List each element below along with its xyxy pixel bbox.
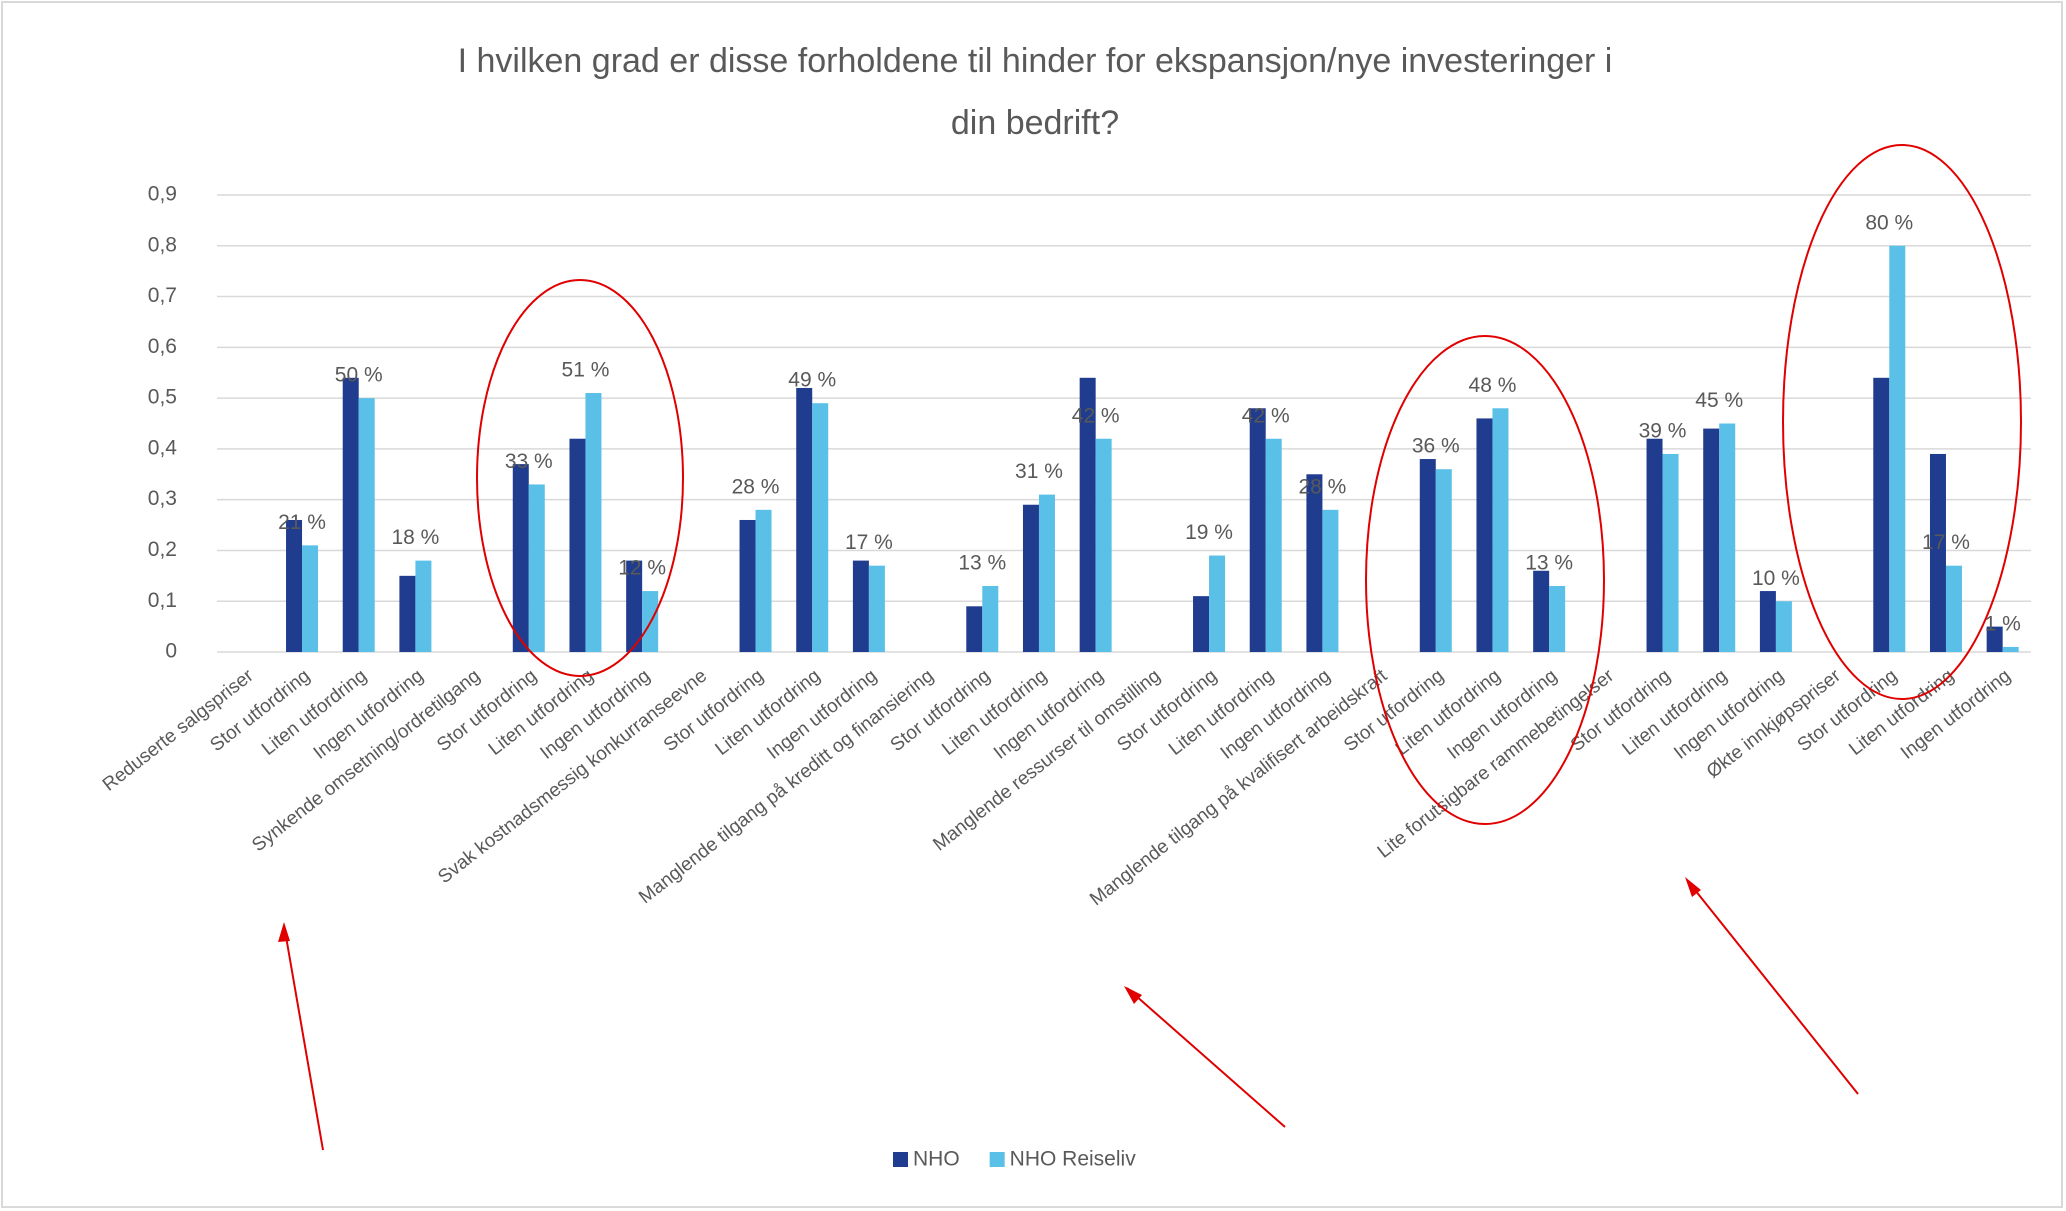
chart-title-line2: din bedrift? xyxy=(951,104,1119,142)
bar xyxy=(982,585,999,652)
legend-label: NHO xyxy=(913,1148,960,1171)
arrow-head xyxy=(278,922,290,942)
data-label: 80 % xyxy=(1865,211,1913,234)
arrow xyxy=(1686,879,1859,1095)
bar xyxy=(1929,453,1946,652)
bar xyxy=(512,464,529,652)
data-label: 17 % xyxy=(845,531,893,554)
data-label: 1 % xyxy=(1985,612,2021,635)
bar xyxy=(1873,377,1890,652)
bar xyxy=(1646,438,1663,652)
bar xyxy=(1476,418,1493,652)
arrow xyxy=(1126,987,1286,1128)
bar xyxy=(1095,438,1112,652)
data-label: 13 % xyxy=(958,552,1006,575)
bar xyxy=(358,398,375,652)
bar xyxy=(812,403,829,652)
legend-label: NHO Reiseliv xyxy=(1010,1148,1137,1171)
data-label: 42 % xyxy=(1072,404,1120,427)
highlight-ellipse xyxy=(1782,144,2022,700)
bar xyxy=(1419,459,1436,652)
bar xyxy=(342,377,359,652)
bar xyxy=(2002,646,2019,652)
bar xyxy=(1249,408,1266,652)
data-label: 45 % xyxy=(1695,389,1743,412)
data-label: 39 % xyxy=(1639,420,1687,443)
bar xyxy=(1492,408,1509,652)
bar xyxy=(868,565,885,652)
y-tick-label: 0,2 xyxy=(148,538,177,561)
bar xyxy=(1945,565,1962,652)
data-label: 28 % xyxy=(732,475,780,498)
bar xyxy=(1209,555,1226,652)
bar xyxy=(1662,453,1679,652)
y-tick-label: 0,4 xyxy=(148,436,178,459)
highlight-ellipse xyxy=(476,279,684,677)
bar xyxy=(739,519,756,652)
data-label: 19 % xyxy=(1185,521,1233,544)
y-tick-label: 0,6 xyxy=(148,335,177,358)
legend-swatch xyxy=(989,1152,1005,1167)
data-label: 33 % xyxy=(505,450,553,473)
bar xyxy=(1022,504,1039,652)
bar xyxy=(1322,509,1339,652)
bar xyxy=(1435,469,1452,652)
bar xyxy=(1193,596,1210,652)
bar xyxy=(286,519,303,652)
bar xyxy=(1079,377,1096,652)
chart-title: I hvilken grad er disse forholdene til h… xyxy=(458,42,1613,80)
data-label: 36 % xyxy=(1412,435,1460,458)
data-label: 10 % xyxy=(1752,567,1800,590)
bar xyxy=(755,509,772,652)
y-tick-label: 0,3 xyxy=(148,487,177,510)
y-tick-label: 0,7 xyxy=(148,284,177,307)
bar xyxy=(796,387,813,652)
data-label: 13 % xyxy=(1525,552,1573,575)
y-tick-label: 0,9 xyxy=(148,183,177,206)
y-tick-label: 0,5 xyxy=(148,386,177,409)
data-label: 21 % xyxy=(278,511,326,534)
bar xyxy=(1703,428,1720,652)
data-label: 48 % xyxy=(1469,374,1517,397)
data-label: 31 % xyxy=(1015,460,1063,483)
legend-swatch xyxy=(893,1152,908,1167)
bar xyxy=(399,575,416,652)
bar xyxy=(966,606,983,652)
bar xyxy=(626,560,643,652)
arrow-head xyxy=(1685,877,1701,897)
y-tick-label: 0,8 xyxy=(148,233,177,256)
bar xyxy=(528,484,545,652)
bar xyxy=(1265,438,1282,652)
highlight-ellipse xyxy=(1365,335,1605,825)
bar xyxy=(415,560,432,652)
bar xyxy=(1533,570,1550,652)
data-label: 17 % xyxy=(1922,531,1970,554)
bar xyxy=(1038,494,1055,652)
bar xyxy=(1775,601,1792,652)
bar xyxy=(1549,585,1566,652)
data-label: 12 % xyxy=(618,557,666,580)
bar xyxy=(302,545,319,652)
y-tick-label: 0,1 xyxy=(148,589,177,612)
bar xyxy=(569,438,586,652)
bar xyxy=(1889,245,1906,652)
data-label: 18 % xyxy=(391,526,439,549)
data-label: 42 % xyxy=(1242,404,1290,427)
bar xyxy=(1306,474,1323,652)
data-label: 51 % xyxy=(562,359,610,382)
data-label: 28 % xyxy=(1298,475,1346,498)
bar xyxy=(852,560,869,652)
bar xyxy=(1759,591,1776,652)
data-label: 50 % xyxy=(335,364,383,387)
y-tick-label: 0 xyxy=(165,640,177,663)
bar xyxy=(1986,626,2003,652)
annotations xyxy=(278,144,2022,1151)
data-label: 49 % xyxy=(788,369,836,392)
arrow-head xyxy=(1124,986,1142,1004)
arrow xyxy=(283,924,324,1151)
bar xyxy=(1719,423,1736,652)
bar xyxy=(585,393,602,652)
